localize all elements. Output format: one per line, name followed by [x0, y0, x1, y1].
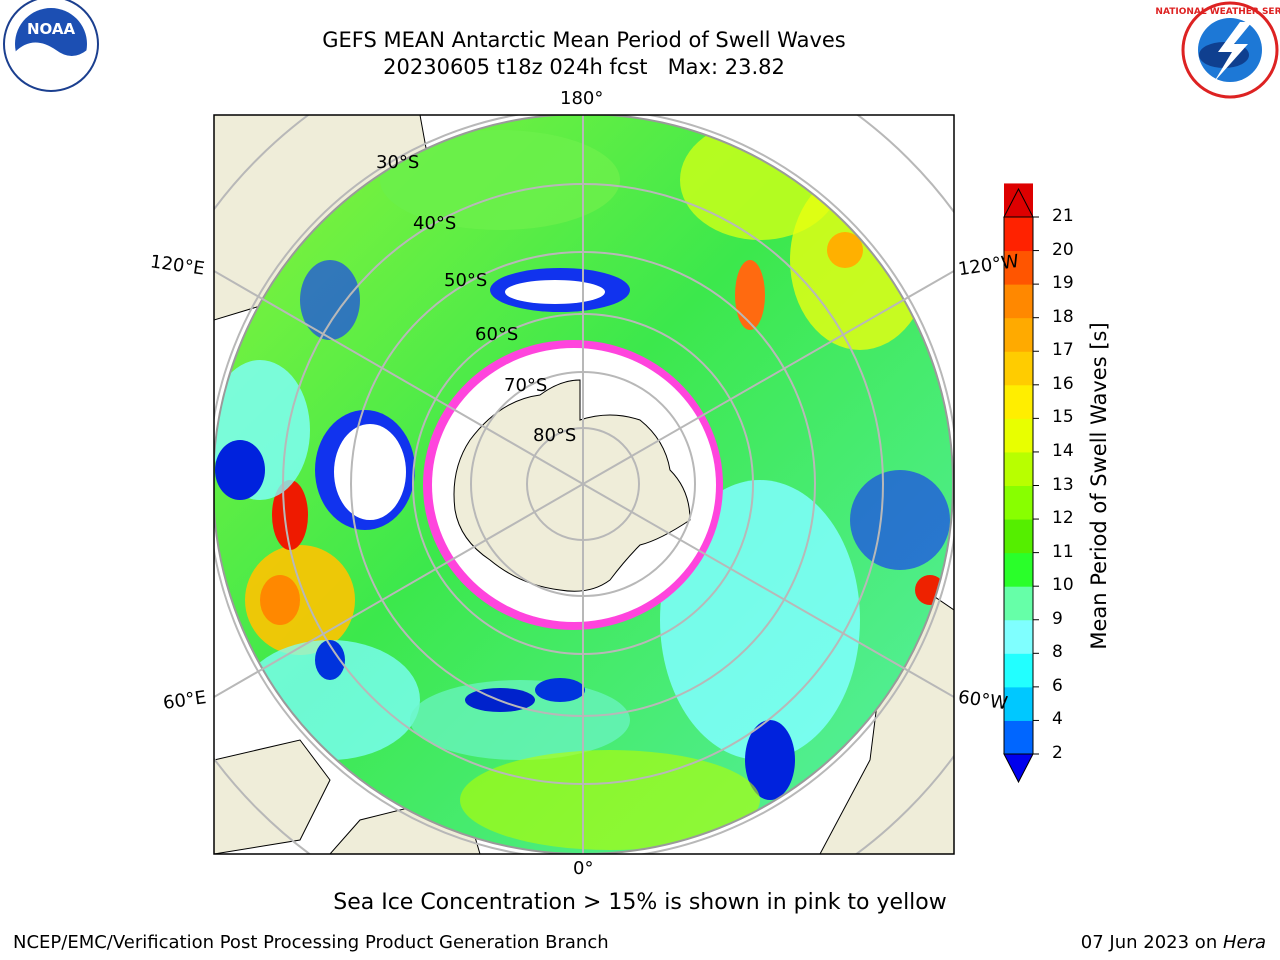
colorbar-bin	[1004, 351, 1033, 386]
colorbar-tick-label: 18	[1052, 306, 1074, 327]
land-africa	[214, 739, 331, 854]
colorbar-tick-label: 10	[1052, 575, 1074, 596]
colorbar-tick-label: 11	[1052, 541, 1074, 562]
lon-label-180: 180°	[560, 88, 604, 109]
colorbar-tick-label: 13	[1052, 474, 1074, 495]
colorbar-bin	[1004, 451, 1033, 486]
credit-line: NCEP/EMC/Verification Post Processing Pr…	[13, 932, 609, 953]
colorbar-tick-label: 8	[1052, 642, 1063, 663]
map-frame	[213, 114, 955, 855]
colorbar-bin	[1004, 552, 1033, 587]
colorbar-bin	[1004, 250, 1033, 285]
colorbar-label: Mean Period of Swell Waves [s]	[1087, 322, 1111, 650]
colorbar-tick-label: 6	[1052, 675, 1063, 696]
colorbar-bin	[1004, 284, 1033, 319]
lat-label-60s: 60°S	[475, 324, 519, 345]
lat-label-30s: 30°S	[376, 152, 420, 173]
colorbar-tick-label: 15	[1052, 407, 1074, 428]
colorbar-tick-label: 4	[1052, 709, 1063, 730]
colorbar-bin	[1004, 217, 1033, 252]
lat-label-40s: 40°S	[413, 213, 457, 234]
colorbar-bin	[1004, 586, 1033, 621]
colorbar-bin	[1004, 720, 1033, 755]
colorbar-bin	[1004, 317, 1033, 352]
colorbar-bin	[1004, 619, 1033, 654]
svg-text:NOAA: NOAA	[27, 20, 76, 38]
land-antarctica	[453, 379, 691, 592]
colorbar-bin	[1004, 485, 1033, 520]
svg-text:NATIONAL WEATHER SERVICE: NATIONAL WEATHER SERVICE	[1155, 7, 1280, 17]
map-area	[214, 115, 954, 854]
lat-label-80s: 80°S	[533, 425, 577, 446]
colorbar-min-arrow	[1003, 753, 1034, 784]
colorbar-tick-label: 12	[1052, 508, 1074, 529]
colorbar-tick-label: 21	[1052, 206, 1074, 226]
colorbar-bin	[1004, 686, 1033, 721]
colorbar-tick-label: 17	[1052, 340, 1074, 361]
colorbar-bin	[1004, 418, 1033, 453]
colorbar	[1003, 183, 1039, 784]
lat-label-50s: 50°S	[444, 270, 488, 291]
chart-subtitle: 20230605 t18z 024h fcst Max: 23.82	[383, 55, 785, 79]
noaa-logo: NOAA	[3, 0, 99, 92]
colorbar-tick-label: 14	[1052, 440, 1074, 461]
colorbar-tick-label: 19	[1052, 273, 1074, 294]
colorbar-tick-label: 2	[1052, 743, 1063, 763]
date-line: 07 Jun 2023 on Hera	[1080, 932, 1266, 953]
lat-label-70s: 70°S	[504, 375, 548, 396]
sea-ice-note: Sea Ice Concentration > 15% is shown in …	[333, 890, 947, 915]
colorbar-tick-label: 20	[1052, 239, 1074, 260]
chart-title: GEFS MEAN Antarctic Mean Period of Swell…	[322, 28, 846, 52]
colorbar-bin	[1004, 519, 1033, 554]
national-weather-service-logo: NATIONAL WEATHER SERVICE	[1155, 1, 1280, 99]
colorbar-bin	[1004, 653, 1033, 688]
colorbar-tick-label: 16	[1052, 373, 1074, 394]
graticule	[214, 115, 954, 854]
lon-label-0: 0°	[573, 858, 594, 879]
colorbar-tick-label: 9	[1052, 608, 1063, 629]
colorbar-bin	[1004, 384, 1033, 419]
